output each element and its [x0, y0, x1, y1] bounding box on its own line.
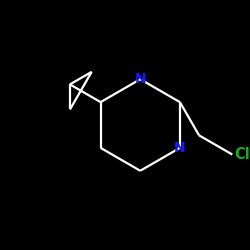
Text: N: N — [134, 72, 146, 86]
Text: N: N — [174, 141, 186, 155]
Text: Cl: Cl — [234, 147, 250, 162]
